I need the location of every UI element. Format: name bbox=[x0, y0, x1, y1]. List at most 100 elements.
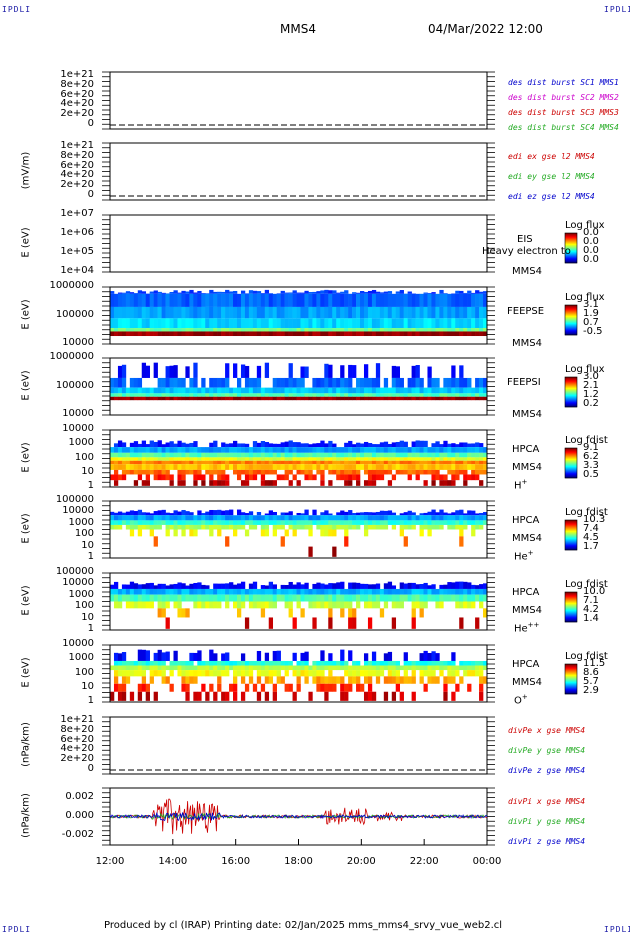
p4-cell bbox=[280, 318, 285, 329]
p5-cell bbox=[312, 377, 317, 388]
p6-cell bbox=[443, 452, 448, 458]
p6-cell bbox=[280, 442, 285, 448]
p8-cell bbox=[248, 601, 254, 609]
p7-cell bbox=[419, 515, 424, 521]
p6-cell bbox=[244, 464, 250, 470]
p5-cell bbox=[439, 387, 444, 394]
p7-cell bbox=[320, 520, 325, 525]
p5-cell bbox=[157, 396, 162, 401]
p4-cell bbox=[415, 331, 420, 337]
p6-cell bbox=[435, 457, 440, 461]
p6-cell bbox=[133, 460, 139, 465]
p6-cell bbox=[161, 469, 166, 475]
p9-cell bbox=[169, 665, 174, 671]
p7-cell bbox=[149, 513, 154, 516]
p9-cell bbox=[185, 676, 190, 684]
p9-cell bbox=[117, 670, 123, 677]
p6-cell bbox=[161, 457, 166, 461]
p6-cell bbox=[225, 447, 230, 453]
p6-cell bbox=[117, 447, 123, 453]
p5-cell bbox=[483, 396, 488, 401]
p4-cell bbox=[308, 318, 313, 329]
p6-cell bbox=[423, 452, 428, 458]
p8-cell bbox=[284, 588, 289, 595]
p7-cell bbox=[165, 529, 170, 537]
p4-cell bbox=[141, 291, 147, 294]
p8-ytick-label: 1 bbox=[87, 623, 94, 634]
p6-cell bbox=[221, 464, 226, 470]
p9-cell bbox=[356, 665, 361, 671]
p4-cell bbox=[479, 291, 484, 294]
p6-cell bbox=[423, 464, 428, 470]
p7-species: He+ bbox=[514, 549, 534, 563]
p7-colorbar-step bbox=[565, 535, 577, 537]
p5-cell bbox=[463, 387, 468, 394]
p6-cell bbox=[137, 452, 143, 458]
p6-cell bbox=[157, 457, 162, 461]
p6-cell bbox=[332, 457, 337, 461]
p5-cell bbox=[451, 377, 456, 388]
p9-cell bbox=[340, 660, 345, 666]
p9-cell bbox=[395, 665, 400, 671]
p7-colorbar-step bbox=[565, 523, 577, 525]
p9-cell bbox=[304, 660, 309, 666]
p4-colorbar-step bbox=[565, 311, 577, 313]
p7-cell bbox=[367, 512, 373, 516]
p7-cell bbox=[352, 515, 357, 521]
p4-cell bbox=[217, 328, 222, 332]
p4-cell bbox=[383, 293, 389, 307]
p6-cell bbox=[145, 474, 150, 481]
p4-cell bbox=[340, 318, 345, 329]
p8-cell bbox=[248, 583, 254, 589]
p8-colorbar-step bbox=[565, 598, 577, 600]
p9-cell bbox=[304, 670, 309, 677]
p4-cell bbox=[352, 318, 357, 329]
p5-colorbar-step bbox=[565, 390, 577, 392]
p9-cell bbox=[363, 691, 369, 701]
p8-cell bbox=[431, 588, 436, 595]
p6-cell bbox=[391, 442, 397, 448]
p4-cell bbox=[471, 328, 476, 332]
p8-cell bbox=[225, 583, 230, 589]
p9-cell bbox=[185, 691, 190, 701]
x-tick-label: 14:00 bbox=[158, 856, 188, 867]
p9-cell bbox=[387, 670, 393, 677]
p7-cell bbox=[110, 524, 115, 530]
p7-cell bbox=[233, 515, 238, 521]
p4-cell bbox=[336, 328, 341, 332]
p5-cell bbox=[193, 362, 198, 378]
p6-cell bbox=[201, 457, 206, 461]
p7-cell bbox=[233, 520, 238, 525]
p7-cell bbox=[284, 520, 289, 525]
p9-cell bbox=[407, 665, 412, 671]
p7-cell bbox=[137, 524, 143, 530]
p8-cell bbox=[260, 585, 266, 589]
p8-cell bbox=[129, 601, 135, 609]
p8-cell bbox=[443, 594, 448, 602]
p6-cell bbox=[479, 460, 484, 465]
p6-cell bbox=[407, 460, 412, 465]
p6-cell bbox=[229, 447, 234, 453]
p7-cell bbox=[411, 515, 416, 521]
p5-cell bbox=[324, 387, 329, 394]
p6-cell bbox=[403, 452, 408, 458]
p8-cell bbox=[411, 608, 416, 618]
p9-cell bbox=[272, 691, 277, 701]
p6-cell bbox=[165, 474, 170, 481]
p6-cell bbox=[467, 452, 472, 458]
p7-cell bbox=[312, 509, 317, 516]
p4-cell bbox=[379, 293, 385, 307]
p9-colorbar-step bbox=[565, 677, 577, 679]
p9-cell bbox=[427, 676, 432, 684]
p5-cell bbox=[439, 396, 444, 401]
p8-cell bbox=[375, 588, 381, 595]
p5-cell bbox=[312, 396, 317, 401]
p9-cell bbox=[340, 691, 345, 701]
p4-cell bbox=[324, 328, 329, 332]
p6-cell bbox=[125, 464, 131, 470]
p4-cell bbox=[256, 293, 262, 307]
p4-cell bbox=[324, 306, 329, 319]
p6-cell bbox=[173, 460, 178, 465]
p6-cell bbox=[431, 474, 436, 481]
p5-cell bbox=[300, 387, 305, 394]
